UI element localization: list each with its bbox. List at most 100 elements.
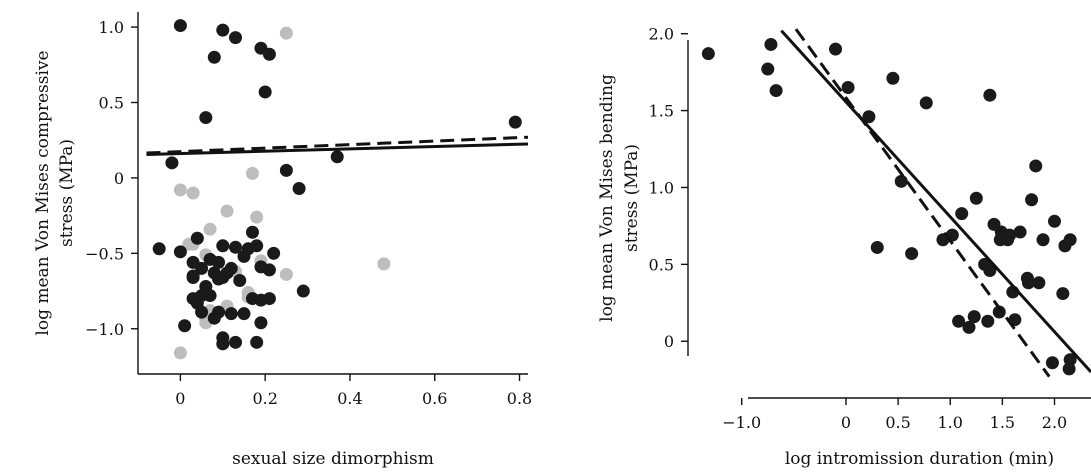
data-point-dark [761, 62, 775, 76]
x-tick-label: 1.0 [938, 413, 963, 432]
x-tick-label: 0.6 [422, 389, 447, 408]
data-point-dark [992, 305, 1006, 319]
data-point-dark [229, 240, 242, 254]
y-tick-label: 1.0 [649, 178, 674, 197]
data-point-dark [233, 273, 247, 287]
data-point-light [173, 183, 187, 197]
data-point-light [279, 267, 293, 281]
plot-area [701, 28, 1091, 378]
data-point-dark [1021, 276, 1035, 290]
y-tick-label: 0.5 [649, 255, 674, 274]
data-point-dark [1056, 287, 1070, 301]
data-point-dark [1029, 159, 1043, 173]
y-tick-label: −0.5 [85, 244, 124, 263]
data-point-light [250, 210, 264, 224]
data-point-dark [173, 19, 187, 33]
data-point-dark [1062, 362, 1076, 376]
data-point-dark [1025, 193, 1039, 207]
data-point-dark [216, 239, 230, 253]
data-point-dark [250, 239, 264, 253]
data-point-dark [152, 242, 166, 256]
data-point-dark [195, 261, 209, 275]
data-point-dark [279, 163, 293, 177]
plot-area [146, 19, 528, 360]
data-point-dark [199, 111, 213, 125]
data-point-dark [292, 181, 306, 195]
data-point-dark [216, 270, 230, 284]
data-point-dark [886, 71, 900, 85]
data-point-light [245, 166, 259, 180]
y-axis-label-line2: stress (MPa) [57, 139, 77, 247]
data-point-dark [1036, 233, 1050, 247]
panel-right-bending-stress: −1.0 0 0.5 1.0 1.5 2.0 0 0.5 1.0 1.5 2.0 log introm… [597, 25, 1091, 469]
y-tick-label: 1.0 [99, 18, 124, 37]
data-point-dark [962, 320, 976, 334]
data-point-dark [245, 225, 259, 239]
data-point-dark [1013, 225, 1027, 239]
x-tick-label: 0.2 [252, 389, 277, 408]
data-point-dark [955, 207, 969, 221]
data-point-dark [229, 335, 242, 349]
x-axis-label: sexual size dimorphism [232, 449, 434, 469]
data-point-dark [1045, 356, 1059, 370]
data-point-dark [216, 337, 230, 351]
data-point-light [220, 204, 234, 218]
data-point-light [203, 222, 217, 236]
y-tick-label: 1.5 [649, 102, 674, 121]
data-point-dark [701, 47, 715, 61]
data-point-dark [967, 310, 981, 324]
data-point-dark [983, 88, 997, 102]
data-point-dark [186, 270, 200, 284]
data-point-dark [165, 156, 179, 170]
data-point-dark [262, 47, 276, 61]
data-point-dark [237, 249, 251, 263]
regression-line-solid [780, 29, 1091, 374]
x-tick-label: 0 [841, 413, 851, 432]
regression-line-dashed [794, 28, 1051, 378]
x-tick-label: 1.5 [990, 413, 1015, 432]
data-point-light [173, 346, 187, 360]
data-point-dark [237, 307, 251, 321]
data-point-dark [330, 150, 344, 164]
data-point-dark [216, 23, 230, 37]
data-point-dark [254, 316, 268, 330]
data-point-light [279, 26, 293, 40]
data-point-dark [190, 231, 204, 245]
x-tick-label: 0 [175, 389, 185, 408]
y-tick-label: 2.0 [649, 25, 674, 44]
x-tick-label: −1.0 [722, 413, 761, 432]
data-point-dark [178, 319, 192, 333]
data-point-dark [229, 31, 242, 45]
data-point-dark [207, 311, 221, 325]
data-point-dark [267, 246, 281, 260]
panel-left-compressive-stress: 0 0.2 0.4 0.6 0.8 −1.0 −0.5 0 0.5 1.0 sexual size … [33, 12, 532, 469]
data-point-dark [258, 85, 272, 99]
regression-line-solid [146, 142, 528, 157]
data-point-dark [829, 42, 843, 56]
x-tick-label: 2.0 [1042, 413, 1067, 432]
data-point-dark [841, 81, 855, 95]
y-tick-label: 0.5 [99, 94, 124, 113]
x-tick-label: 0.5 [885, 413, 910, 432]
data-point-dark [894, 174, 908, 188]
data-point-light [186, 186, 200, 200]
data-point-dark [870, 240, 884, 254]
data-point-dark [224, 261, 238, 275]
data-point-dark [969, 191, 983, 205]
y-tick-label: 0 [664, 332, 674, 351]
data-point-dark [1003, 228, 1017, 242]
data-point-dark [769, 84, 783, 98]
data-point-dark [262, 292, 276, 306]
data-point-light [377, 257, 391, 271]
x-axis-label: log intromission duration (min) [785, 449, 1054, 469]
data-point-dark [764, 37, 778, 51]
data-point-dark [1063, 233, 1077, 247]
data-point-dark [508, 115, 522, 129]
y-axis-label-line2: stress (MPa) [622, 144, 642, 252]
data-point-dark [296, 284, 310, 298]
y-axis-label-line1: log mean Von Mises bending [597, 74, 617, 322]
data-point-dark [1048, 214, 1062, 228]
x-tick-label: 0.8 [507, 389, 532, 408]
y-axis-label-line1: log mean Von Mises compressive [33, 50, 53, 335]
